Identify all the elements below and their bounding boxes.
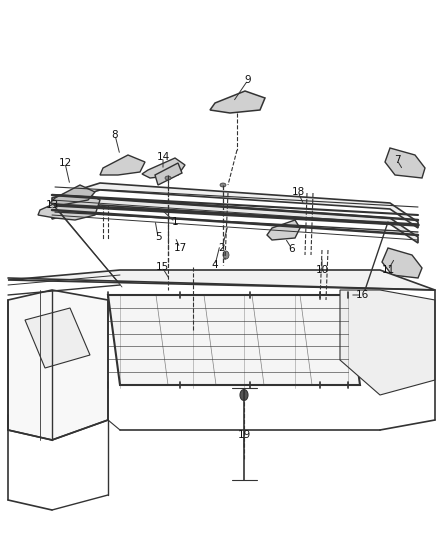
Ellipse shape bbox=[220, 183, 226, 187]
Polygon shape bbox=[340, 290, 435, 395]
Text: 4: 4 bbox=[212, 260, 218, 270]
Text: 12: 12 bbox=[58, 158, 72, 168]
Polygon shape bbox=[52, 198, 418, 243]
Text: 15: 15 bbox=[155, 262, 169, 272]
Polygon shape bbox=[385, 148, 425, 178]
Polygon shape bbox=[38, 192, 100, 220]
Polygon shape bbox=[382, 248, 422, 278]
Text: 6: 6 bbox=[289, 244, 295, 254]
Polygon shape bbox=[108, 295, 360, 385]
Ellipse shape bbox=[190, 298, 197, 308]
Text: 1: 1 bbox=[172, 217, 178, 227]
Ellipse shape bbox=[223, 251, 229, 259]
Text: 5: 5 bbox=[155, 232, 161, 242]
Text: 10: 10 bbox=[315, 265, 328, 275]
Ellipse shape bbox=[240, 390, 248, 400]
Polygon shape bbox=[8, 270, 435, 290]
Text: 17: 17 bbox=[173, 243, 187, 253]
Polygon shape bbox=[25, 308, 90, 368]
Polygon shape bbox=[210, 91, 265, 113]
Text: 19: 19 bbox=[237, 430, 251, 440]
Text: 8: 8 bbox=[112, 130, 118, 140]
Polygon shape bbox=[142, 158, 185, 178]
Ellipse shape bbox=[165, 176, 171, 180]
Text: 9: 9 bbox=[245, 75, 251, 85]
Text: 18: 18 bbox=[291, 187, 304, 197]
Text: 16: 16 bbox=[355, 290, 369, 300]
Polygon shape bbox=[155, 163, 182, 185]
Text: 11: 11 bbox=[381, 265, 395, 275]
Polygon shape bbox=[52, 183, 418, 228]
Polygon shape bbox=[8, 290, 108, 440]
Polygon shape bbox=[267, 220, 300, 240]
Text: 7: 7 bbox=[394, 155, 400, 165]
Polygon shape bbox=[50, 185, 95, 205]
Text: 2: 2 bbox=[219, 243, 225, 253]
Polygon shape bbox=[100, 155, 145, 175]
Text: 13: 13 bbox=[46, 200, 59, 210]
Text: 14: 14 bbox=[156, 152, 170, 162]
